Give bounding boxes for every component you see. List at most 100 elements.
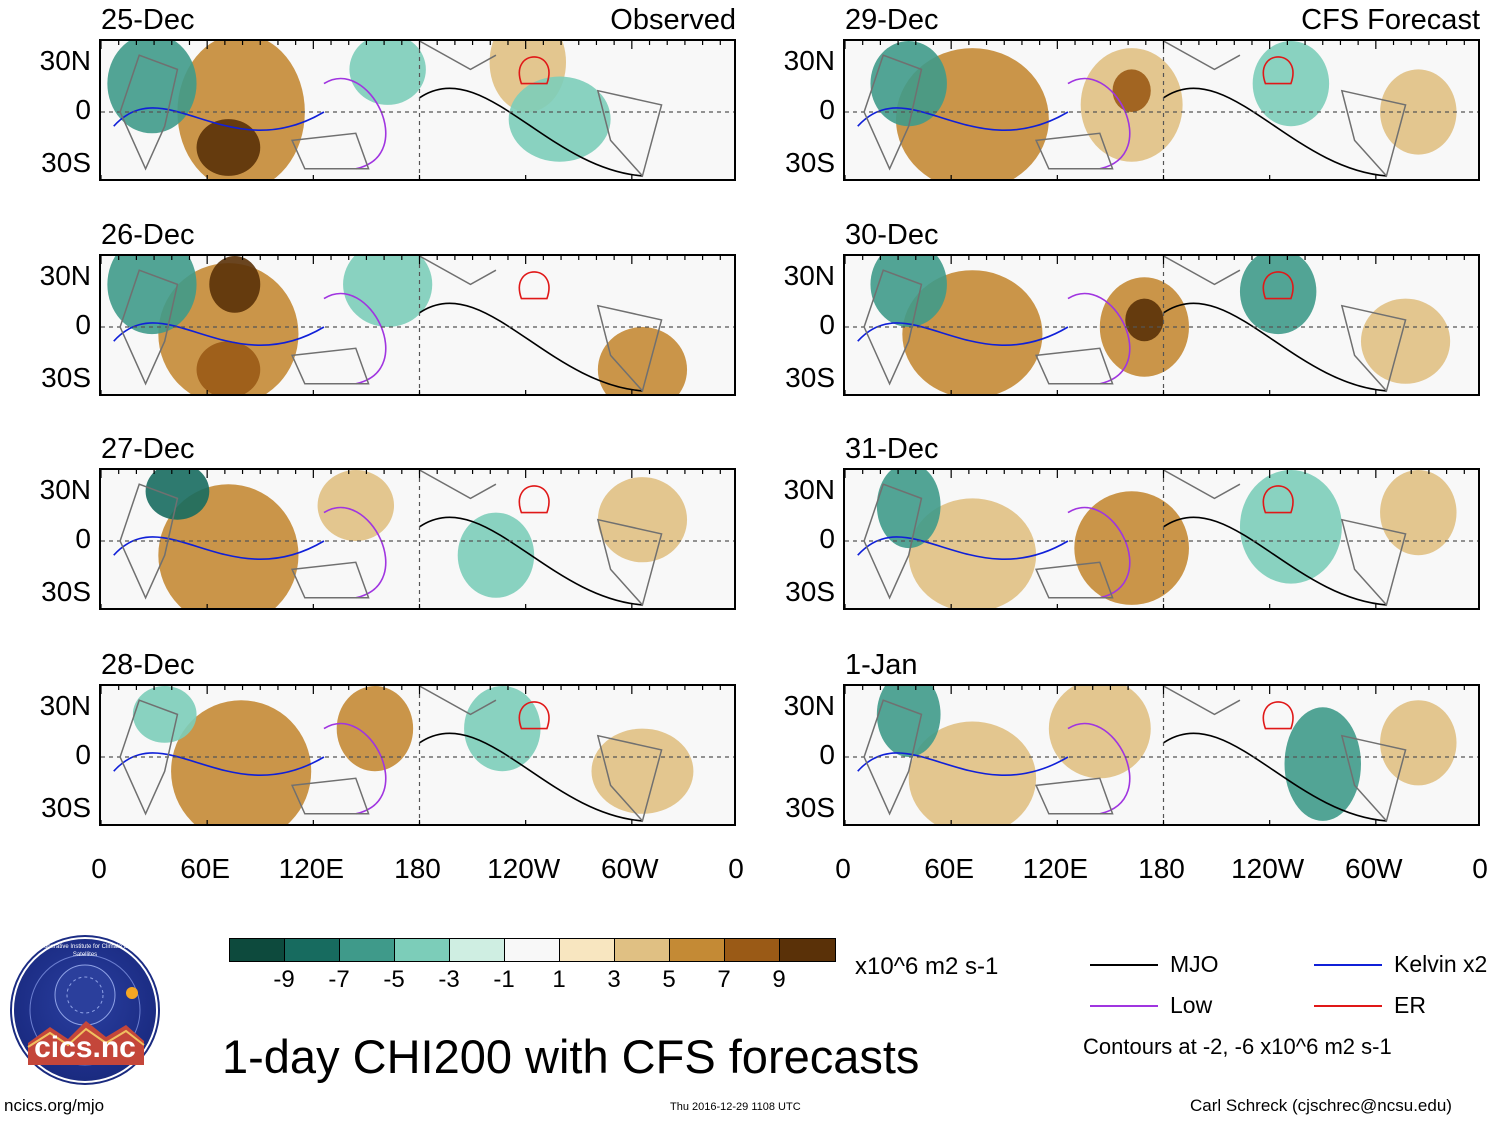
- coastline: [419, 256, 497, 286]
- y-tick-label: 30N: [39, 260, 91, 291]
- y-tick-label: 30S: [785, 576, 835, 607]
- map-panel: [99, 684, 736, 826]
- coastline: [1034, 132, 1114, 170]
- anomaly-blob: [1360, 298, 1451, 384]
- coastline: [419, 686, 497, 716]
- anomaly-blob: [171, 700, 312, 824]
- y-tick-label: 0: [819, 309, 835, 340]
- x-tick-label: 180: [394, 853, 441, 884]
- coastline: [290, 561, 370, 599]
- anomaly-blob: [1380, 470, 1457, 556]
- anomaly-blob: [343, 256, 433, 327]
- y-tick-label: 0: [75, 739, 91, 770]
- y-tick-label: 30S: [41, 792, 91, 823]
- coastline: [1034, 347, 1114, 385]
- contour-line: [1067, 506, 1131, 599]
- coastline: [119, 483, 179, 600]
- y-tick-label: 0: [819, 739, 835, 770]
- footer-url: ncics.org/mjo: [4, 1096, 105, 1115]
- panel-date-label: 26-Dec: [101, 219, 195, 251]
- contour-line: [419, 302, 643, 392]
- anomaly-blob: [317, 470, 395, 541]
- panel-date-label: 31-Dec: [845, 433, 939, 465]
- panel-date-label: 27-Dec: [101, 433, 195, 465]
- coastline: [596, 518, 663, 607]
- y-tick-label: 30S: [785, 147, 835, 178]
- coastline: [863, 699, 923, 816]
- y-tick-label: 0: [75, 94, 91, 125]
- contour-line: [1163, 516, 1387, 606]
- anomaly-blob: [508, 76, 611, 162]
- anomaly-blob: [870, 256, 947, 327]
- colorbar-swatch: [780, 939, 835, 961]
- coastline: [1340, 304, 1407, 393]
- logo-ring-text: Cooperative Institute for Climate and Sa…: [36, 944, 134, 958]
- coastline: [419, 470, 497, 500]
- logo-text: cics.nc: [34, 1031, 136, 1064]
- anomaly-blob: [597, 327, 688, 394]
- contour-line: [1067, 292, 1131, 385]
- y-tick-label: 0: [75, 309, 91, 340]
- map-panel: [843, 468, 1480, 610]
- contour-line: [1163, 87, 1387, 177]
- colorbar: [229, 938, 836, 962]
- coastline: [863, 54, 923, 171]
- coastline: [863, 483, 923, 600]
- x-tick-label: 120E: [278, 853, 345, 884]
- footer-timestamp: Thu 2016-12-29 1108 UTC: [670, 1101, 801, 1113]
- contour-line: [1262, 56, 1294, 85]
- legend-label: MJO: [1170, 951, 1219, 977]
- x-tick-label: 60E: [180, 853, 231, 884]
- coastline: [290, 347, 370, 385]
- colorbar-units: x10^6 m2 s-1: [855, 953, 999, 980]
- contour-line: [419, 87, 643, 177]
- colorbar-swatch: [230, 939, 285, 961]
- colorbar-label: 9: [772, 966, 786, 993]
- logo-graphic: [12, 937, 158, 1083]
- anomaly-blob: [1239, 256, 1317, 335]
- anomaly-blob: [870, 41, 947, 127]
- anomaly-blob: [107, 256, 197, 335]
- colorbar-swatch: [450, 939, 505, 961]
- x-tick-label: 120E: [1022, 853, 1089, 884]
- panel-header-label: Observed: [610, 4, 736, 36]
- x-tick-label: 0: [91, 853, 107, 884]
- x-tick-label: 60E: [924, 853, 975, 884]
- y-tick-label: 30N: [39, 690, 91, 721]
- map-graphic: [101, 256, 734, 394]
- contour-line: [323, 77, 387, 170]
- contour-line: [323, 506, 387, 599]
- panel-date-label: 1-Jan: [845, 649, 918, 681]
- coastline: [119, 269, 179, 386]
- anomaly-blob: [145, 470, 210, 520]
- x-tick-label: 0: [835, 853, 851, 884]
- footer-author: Carl Schreck (cjschrec@ncsu.edu): [1190, 1096, 1452, 1115]
- contour-line: [1163, 302, 1387, 392]
- coastline: [596, 734, 663, 823]
- coastline: [1163, 470, 1241, 500]
- coastline: [1034, 561, 1114, 599]
- y-tick-label: 0: [75, 523, 91, 554]
- coastline: [419, 41, 497, 71]
- anomaly-blob: [336, 686, 414, 772]
- coastline: [1163, 41, 1241, 71]
- x-tick-label: 180: [1138, 853, 1185, 884]
- anomaly-blob: [457, 512, 535, 598]
- y-tick-label: 0: [819, 523, 835, 554]
- legend-label: ER: [1394, 992, 1426, 1018]
- map-panel: [843, 254, 1480, 396]
- contour-line: [518, 271, 550, 300]
- y-tick-label: 0: [819, 94, 835, 125]
- contour-line: [518, 701, 550, 730]
- anomaly-blob: [1239, 470, 1342, 584]
- coastline: [119, 699, 179, 816]
- panel-date-label: 29-Dec: [845, 4, 939, 36]
- colorbar-label: -5: [383, 966, 405, 993]
- legend-line-swatch: [1314, 964, 1382, 966]
- legend-label: Low: [1170, 992, 1213, 1018]
- map-panel: [99, 39, 736, 181]
- contour-line: [1262, 271, 1294, 300]
- map-graphic: [845, 470, 1478, 608]
- map-graphic: [101, 686, 734, 824]
- figure-title: 1-day CHI200 with CFS forecasts: [222, 1030, 920, 1083]
